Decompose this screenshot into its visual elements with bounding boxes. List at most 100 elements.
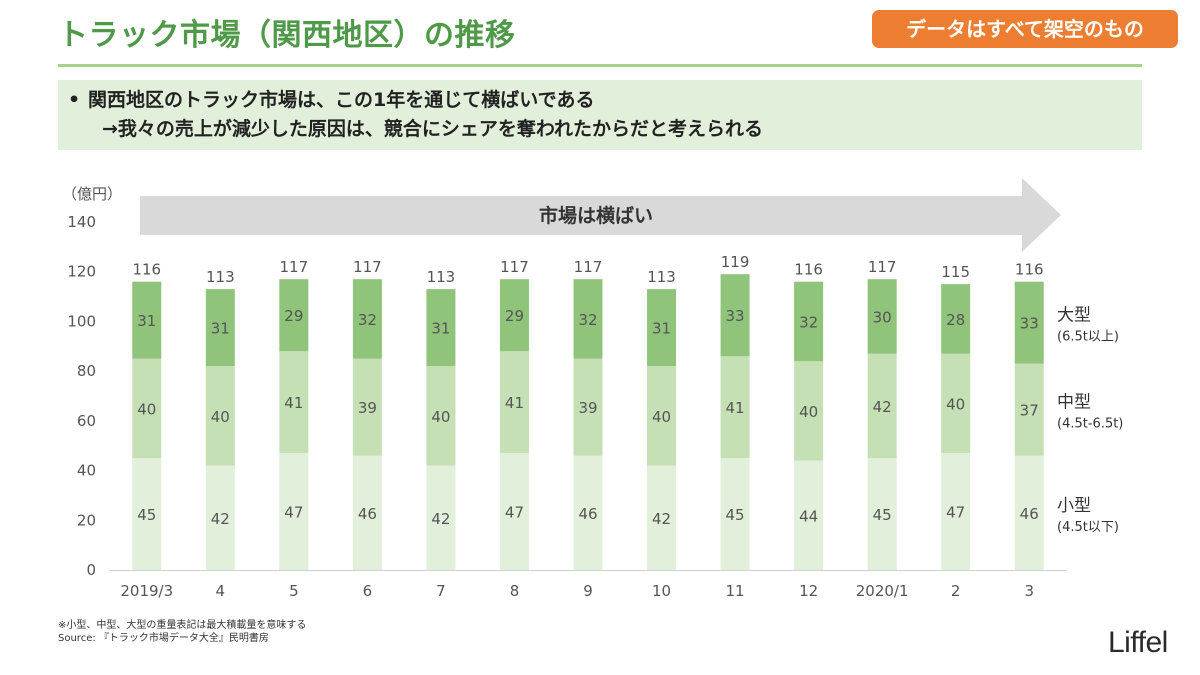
bar-value-label: 46 xyxy=(358,505,377,523)
bar-total-label: 113 xyxy=(206,268,235,286)
bar-total-label: 117 xyxy=(280,258,309,276)
x-tick-label: 2019/3 xyxy=(120,582,173,600)
bar-segment xyxy=(647,289,677,367)
bar-segment xyxy=(1014,455,1044,570)
bar-value-label: 32 xyxy=(578,311,597,329)
bar-segment xyxy=(720,458,750,570)
y-tick-label: 0 xyxy=(86,561,96,579)
bar-segment xyxy=(573,358,603,456)
bar-segment xyxy=(867,353,897,459)
legend-sublabel: (4.5t以下) xyxy=(1057,520,1119,535)
bar-total-label: 116 xyxy=(132,261,161,279)
bar-value-label: 29 xyxy=(284,307,303,325)
bar-total-label: 117 xyxy=(574,258,603,276)
bar-value-label: 32 xyxy=(799,313,818,331)
y-tick-label: 80 xyxy=(77,362,96,380)
x-tick-label: 8 xyxy=(510,582,520,600)
bar-segment xyxy=(132,458,162,570)
bar-value-label: 41 xyxy=(726,399,745,417)
bar-segment xyxy=(205,465,235,570)
bar-value-label: 42 xyxy=(873,398,892,416)
bar-value-label: 45 xyxy=(137,506,156,524)
bar-segment xyxy=(499,351,529,454)
y-axis-unit-label: （億円） xyxy=(62,185,122,203)
company-logo: Liffel xyxy=(1108,626,1168,659)
bar-segment xyxy=(426,366,456,466)
legend-label: 中型 xyxy=(1057,393,1091,413)
bar-segment xyxy=(573,455,603,570)
y-tick-label: 20 xyxy=(77,511,96,529)
bar-value-label: 31 xyxy=(211,320,230,338)
implication-text: →我々の売上が減少した原因は、競合にシェアを奪われたからだと考えられる xyxy=(102,118,763,140)
bar-value-label: 47 xyxy=(505,504,524,522)
bar-segment xyxy=(426,289,456,367)
y-tick-label: 140 xyxy=(67,213,96,231)
x-tick-label: 5 xyxy=(289,582,299,600)
bar-value-label: 30 xyxy=(873,308,892,326)
bar-segment xyxy=(132,281,162,359)
trend-arrow xyxy=(140,178,1061,252)
bar-value-label: 31 xyxy=(137,312,156,330)
legend-label: 大型 xyxy=(1057,306,1091,326)
bar-total-label: 116 xyxy=(1015,261,1044,279)
bar-value-label: 32 xyxy=(358,311,377,329)
bar-value-label: 40 xyxy=(799,403,818,421)
legend-sublabel: (4.5t-6.5t) xyxy=(1057,417,1123,432)
bar-segment xyxy=(941,353,971,454)
bar-segment xyxy=(499,279,529,352)
y-tick-label: 120 xyxy=(67,263,96,281)
x-tick-label: 10 xyxy=(652,582,671,600)
legend-label: 小型 xyxy=(1057,496,1091,516)
key-message-box: • 関西地区のトラック市場は、この1年を通じて横ばいである →我々の売上が減少した… xyxy=(58,80,1142,150)
bar-segment xyxy=(941,284,971,354)
bar-total-label: 115 xyxy=(941,263,970,281)
bar-value-label: 46 xyxy=(578,505,597,523)
bar-value-label: 40 xyxy=(211,408,230,426)
x-tick-label: 2020/1 xyxy=(856,582,909,600)
bar-segment xyxy=(1014,281,1044,364)
bar-value-label: 39 xyxy=(578,399,597,417)
bar-segment xyxy=(573,279,603,359)
bar-value-label: 40 xyxy=(137,400,156,418)
bar-segment xyxy=(720,274,750,357)
key-message-line: • 関西地区のトラック市場は、この1年を通じて横ばいである xyxy=(68,86,1142,115)
x-tick-label: 7 xyxy=(436,582,446,600)
page-title: トラック市場（関西地区）の推移 xyxy=(58,18,516,53)
bar-value-label: 42 xyxy=(211,510,230,528)
bar-segment xyxy=(1014,363,1044,456)
x-tick-label: 6 xyxy=(363,582,373,600)
bar-value-label: 40 xyxy=(652,408,671,426)
x-tick-label: 12 xyxy=(799,582,818,600)
bar-value-label: 45 xyxy=(726,506,745,524)
bar-total-label: 113 xyxy=(647,268,676,286)
bar-segment xyxy=(647,366,677,466)
bar-segment xyxy=(941,453,971,570)
bar-value-label: 46 xyxy=(1020,505,1039,523)
y-tick-label: 60 xyxy=(77,412,96,430)
bar-total-label: 116 xyxy=(794,261,823,279)
bar-value-label: 29 xyxy=(505,307,524,325)
bar-segment xyxy=(426,465,456,570)
x-tick-label: 11 xyxy=(726,582,745,600)
bar-total-label: 117 xyxy=(500,258,529,276)
footnote-source: Source: 『トラック市場データ大全』民明書房 xyxy=(58,633,269,644)
bar-value-label: 41 xyxy=(505,394,524,412)
bar-value-label: 44 xyxy=(799,507,818,525)
bar-total-label: 117 xyxy=(353,258,382,276)
bar-value-label: 40 xyxy=(946,395,965,413)
x-tick-label: 2 xyxy=(951,582,961,600)
bullet-icon: • xyxy=(68,89,81,111)
bar-value-label: 42 xyxy=(431,510,450,528)
disclaimer-badge: データはすべて架空のもの xyxy=(872,10,1178,48)
bar-segment xyxy=(205,289,235,367)
bar-value-label: 33 xyxy=(1020,315,1039,333)
bar-value-label: 31 xyxy=(652,320,671,338)
bar-value-label: 40 xyxy=(431,408,450,426)
bar-value-label: 28 xyxy=(946,311,965,329)
bar-total-label: 119 xyxy=(721,253,750,271)
bar-segment xyxy=(279,351,309,454)
bar-segment xyxy=(352,358,382,456)
bar-segment xyxy=(499,453,529,570)
bar-segment xyxy=(352,279,382,359)
